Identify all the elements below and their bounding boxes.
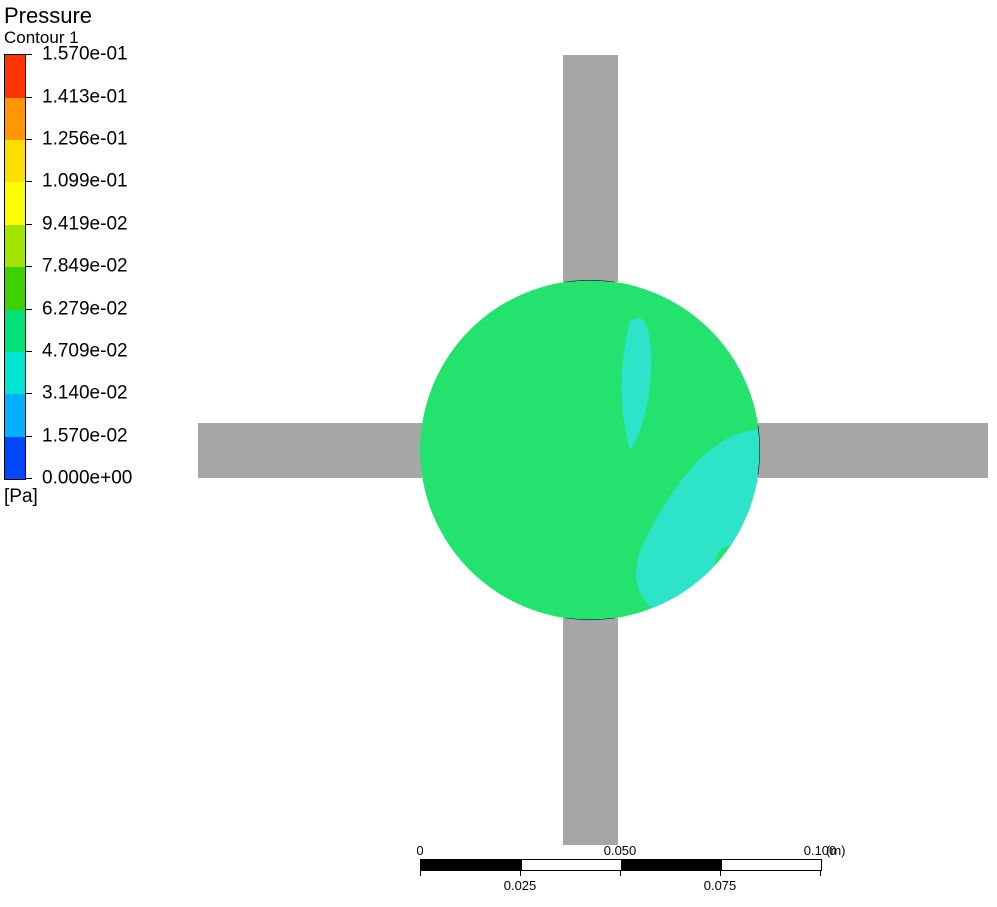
legend-value-label: 1.099e-01 — [42, 172, 128, 191]
legend-color-segment — [5, 267, 25, 309]
legend-color-segment — [5, 140, 25, 182]
contour-region — [715, 545, 755, 586]
arm-left — [198, 423, 422, 478]
legend-color-segment — [5, 98, 25, 140]
scalebar-sublabel: 0.075 — [704, 878, 737, 893]
scalebar-ticks — [420, 871, 820, 876]
scalebar-sublabel: 0.025 — [504, 878, 537, 893]
legend-color-segment — [5, 55, 25, 97]
legend-ticks — [26, 54, 32, 478]
legend-colorbar — [4, 54, 26, 480]
legend-value-label: 1.570e-01 — [42, 45, 128, 64]
contour-svg — [420, 280, 760, 620]
legend-tick — [26, 224, 32, 225]
scalebar-segment — [421, 860, 521, 870]
scalebar-label: 0.050 — [604, 843, 637, 858]
scalebar-bottom-labels: 0.025 0.075 — [420, 878, 820, 894]
arm-bottom — [563, 618, 618, 845]
legend-title: Pressure — [4, 4, 154, 28]
legend-color-segment — [5, 182, 25, 224]
legend-tick — [26, 436, 32, 437]
legend-tick — [26, 351, 32, 352]
visualization-area — [200, 55, 990, 855]
legend-color-segment — [5, 225, 25, 267]
legend-labels: 1.570e-011.413e-011.256e-011.099e-019.41… — [34, 54, 154, 478]
legend-tick — [26, 54, 32, 55]
legend-body: 1.570e-011.413e-011.256e-011.099e-019.41… — [4, 54, 154, 480]
legend-value-label: 9.419e-02 — [42, 214, 128, 233]
scalebar-top-labels: 00.0500.100(m) — [420, 843, 820, 859]
legend-tick — [26, 97, 32, 98]
legend-tick — [26, 139, 32, 140]
legend-color-segment — [5, 437, 25, 479]
scalebar-segment — [721, 860, 821, 870]
legend-unit: [Pa] — [4, 486, 154, 508]
arm-right — [758, 423, 988, 478]
legend-tick — [26, 309, 32, 310]
legend-value-label: 6.279e-02 — [42, 299, 128, 318]
scalebar-segment — [521, 860, 621, 870]
legend-color-segment — [5, 310, 25, 352]
legend: Pressure Contour 1 1.570e-011.413e-011.2… — [4, 4, 154, 508]
legend-value-label: 1.256e-01 — [42, 129, 128, 148]
legend-value-label: 0.000e+00 — [42, 469, 132, 488]
legend-tick — [26, 478, 32, 479]
arm-top — [563, 55, 618, 282]
scalebar-bar — [420, 859, 822, 871]
pressure-contour-circle — [420, 280, 760, 620]
scalebar-label: 0 — [416, 843, 423, 858]
scale-bar: 00.0500.100(m) 0.025 0.075 — [420, 843, 820, 894]
scalebar-unit: (m) — [826, 843, 846, 858]
legend-value-label: 7.849e-02 — [42, 257, 128, 276]
legend-value-label: 4.709e-02 — [42, 341, 128, 360]
legend-tick — [26, 266, 32, 267]
scalebar-segment — [621, 860, 721, 870]
legend-value-label: 1.413e-01 — [42, 87, 128, 106]
legend-tick — [26, 181, 32, 182]
legend-value-label: 1.570e-02 — [42, 426, 128, 445]
legend-color-segment — [5, 352, 25, 394]
contour-region — [724, 314, 750, 347]
legend-value-label: 3.140e-02 — [42, 384, 128, 403]
legend-tick — [26, 393, 32, 394]
legend-color-segment — [5, 394, 25, 436]
